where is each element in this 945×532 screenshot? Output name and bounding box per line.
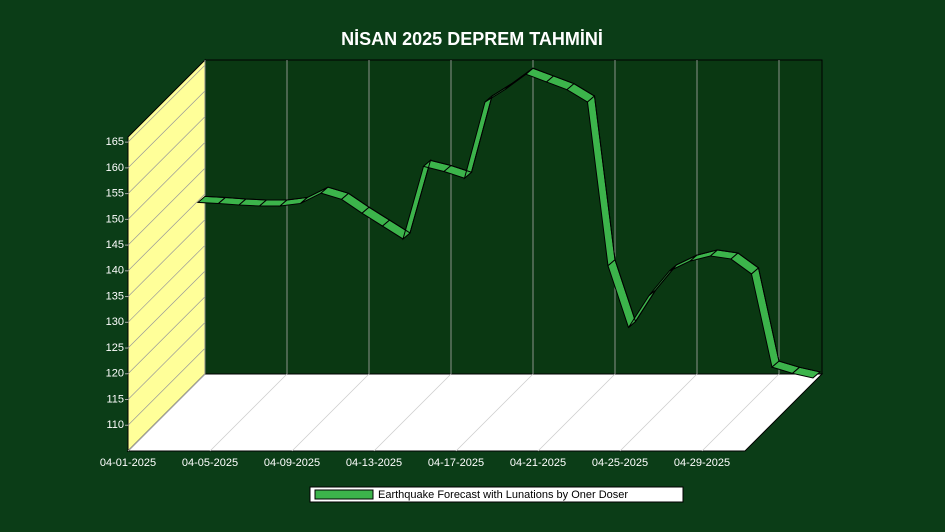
grid-line xyxy=(127,373,206,452)
y-tick-label: 150 xyxy=(106,213,124,225)
x-tick-label: 04-17-2025 xyxy=(428,457,484,469)
grid-line xyxy=(373,373,452,452)
grid-line xyxy=(619,373,698,452)
grid-line xyxy=(455,373,534,452)
grid-line xyxy=(701,373,780,452)
x-tick-label: 04-21-2025 xyxy=(510,457,566,469)
grid-line xyxy=(537,373,616,452)
grid-line xyxy=(127,142,206,220)
grid-line xyxy=(127,90,206,169)
y-tick-label: 125 xyxy=(106,342,124,354)
line xyxy=(204,67,821,373)
grid-line xyxy=(291,373,370,452)
back-wall xyxy=(204,59,823,375)
legend-swatch xyxy=(314,489,374,500)
x-tick-label: 04-13-2025 xyxy=(346,457,402,469)
floor xyxy=(126,373,824,452)
y-tick-label: 135 xyxy=(106,290,124,302)
x-tick-label: 04-05-2025 xyxy=(182,457,238,469)
grid-line xyxy=(127,296,206,375)
legend-label: Earthquake Forecast with Lunations by On… xyxy=(378,489,628,501)
x-tick-label: 04-25-2025 xyxy=(592,457,648,469)
y-tick-label: 115 xyxy=(106,393,124,405)
y-tick-label: 160 xyxy=(106,162,124,174)
chart-title: NİSAN 2025 DEPREM TAHMİNİ xyxy=(341,29,603,49)
x-tick-label: 04-01-2025 xyxy=(100,457,156,469)
y-tick-label: 145 xyxy=(106,239,124,251)
grid-line xyxy=(127,219,206,297)
grid-line xyxy=(127,64,206,143)
y-tick-label: 140 xyxy=(106,265,124,277)
x-tick-label: 04-29-2025 xyxy=(674,457,730,469)
grid-line xyxy=(127,245,206,323)
grid-line xyxy=(127,167,206,246)
grid-line xyxy=(127,116,206,194)
grid-line xyxy=(127,322,206,400)
y-tick-label: 155 xyxy=(106,188,124,200)
grid-line xyxy=(127,270,206,349)
grid-line xyxy=(127,348,206,426)
y-tick-label: 110 xyxy=(106,419,124,431)
legend: Earthquake Forecast with Lunations by On… xyxy=(309,486,684,503)
grid-line xyxy=(209,373,288,452)
grid-line xyxy=(127,193,206,272)
x-tick-label: 04-09-2025 xyxy=(264,457,320,469)
y-tick-label: 130 xyxy=(106,316,124,328)
y-tick-label: 120 xyxy=(106,368,124,380)
legend-box xyxy=(309,486,684,503)
y-tick-label: 165 xyxy=(106,136,124,148)
